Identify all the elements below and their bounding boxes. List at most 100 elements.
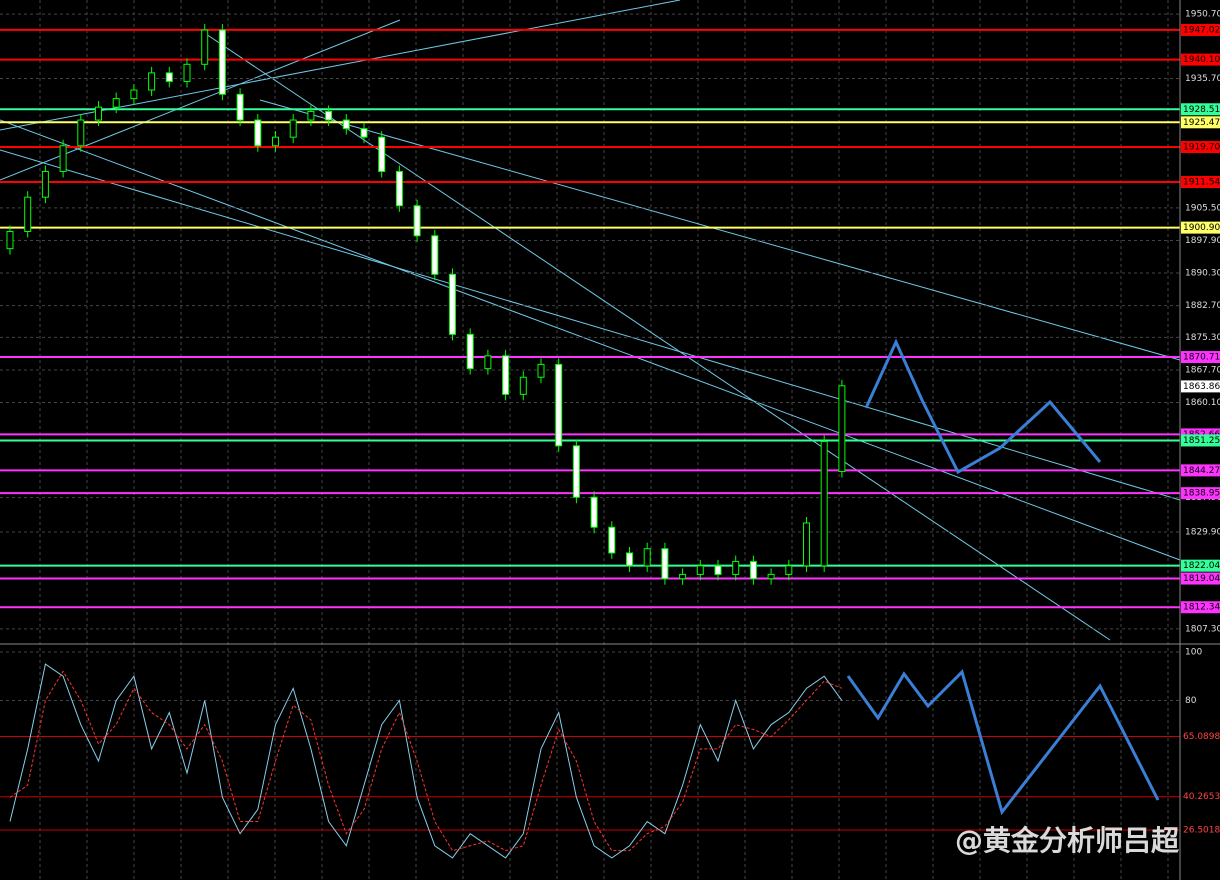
- candle-body: [767, 573, 775, 580]
- candle-body: [148, 72, 156, 91]
- level-tag: [1181, 434, 1220, 447]
- candle-body: [59, 145, 67, 172]
- candle-body: [661, 548, 669, 580]
- candle-body: [41, 170, 49, 198]
- level-tag: [1181, 141, 1220, 154]
- candle-body: [342, 119, 350, 130]
- level-label: 65.0898: [1183, 732, 1220, 742]
- y-tick-label: 1890.30: [1185, 269, 1220, 279]
- y-tick-label: 1905.50: [1185, 203, 1220, 213]
- price-panel: 1950.70 1935.70 1905.50 1897.90 1890.30 1882.…: [0, 10, 1220, 634]
- y-tick-label: 80: [1185, 696, 1197, 706]
- level-label: 1870.71: [1183, 353, 1220, 363]
- candle-body: [732, 561, 740, 575]
- candle-body: [749, 561, 757, 580]
- oscillator-panel: 100 80 65.0898 40.2653 26.5018: [0, 648, 1220, 859]
- level-label: 1838.95: [1183, 489, 1220, 499]
- oscillator-line: [9, 663, 843, 859]
- candle-body: [838, 385, 846, 473]
- level-label: 1812.34: [1183, 603, 1220, 613]
- y-tick-label: 1897.90: [1185, 236, 1220, 246]
- y-tick-label: 1867.70: [1185, 365, 1220, 375]
- level-tag: [1181, 116, 1220, 129]
- candle-body: [24, 196, 32, 232]
- level-label: 40.2653: [1183, 792, 1220, 802]
- y-tick-label: 1875.30: [1185, 333, 1220, 343]
- candle-body: [112, 98, 120, 108]
- watermark: @黄金分析师吕超: [955, 824, 1180, 857]
- candle-body: [679, 573, 687, 580]
- candle-body: [519, 376, 527, 395]
- level-tag: [1181, 572, 1220, 585]
- candle-body: [572, 445, 580, 498]
- level-tag: [1181, 53, 1220, 66]
- candle-body: [236, 93, 244, 121]
- candle-body: [502, 355, 510, 395]
- y-tick-label: 1950.70: [1185, 10, 1220, 20]
- level-label: 1819.04: [1183, 574, 1220, 584]
- forecast-oscillator: [846, 669, 1160, 816]
- candle-body: [201, 29, 209, 65]
- level-label: 1822.04: [1183, 561, 1220, 571]
- candle-body: [714, 565, 722, 575]
- oscillator-line: [9, 670, 843, 852]
- level-tag: [1181, 487, 1220, 500]
- candle-body: [165, 72, 173, 82]
- candle-body: [413, 205, 421, 237]
- candle-body: [130, 89, 138, 100]
- candle-body: [95, 106, 102, 121]
- candle-body: [696, 565, 704, 575]
- candle-body: [608, 526, 616, 554]
- y-tick-label: 1935.70: [1185, 74, 1220, 84]
- level-label: 1911.54: [1183, 178, 1220, 188]
- y-tick-label: 1882.70: [1185, 301, 1220, 311]
- candle-body: [590, 496, 598, 528]
- level-label: 1844.27: [1183, 466, 1220, 476]
- y-tick-label: 100: [1185, 648, 1202, 658]
- level-tag: [1181, 351, 1220, 364]
- candle-body: [378, 136, 386, 172]
- level-tag: [1181, 23, 1220, 36]
- candle-body: [218, 29, 226, 95]
- candle-body: [325, 110, 333, 121]
- candle-body: [307, 110, 315, 121]
- candle-body: [785, 565, 793, 575]
- level-tag: [1181, 176, 1220, 189]
- candle-body: [6, 230, 14, 250]
- candle-body: [272, 136, 279, 147]
- level-label: 1928.51: [1183, 105, 1220, 115]
- candle-body: [555, 363, 563, 447]
- candle-body: [431, 235, 439, 275]
- level-label: 1900.90: [1183, 223, 1220, 233]
- trend-lines: [0, 0, 1181, 641]
- candle-body: [537, 363, 545, 378]
- candle-body: [395, 170, 403, 207]
- level-tag: [1181, 464, 1220, 477]
- level-label: 1919.70: [1183, 143, 1220, 153]
- level-label: 26.5018: [1183, 826, 1220, 836]
- candle-body: [643, 548, 651, 567]
- candle-body: [484, 355, 492, 370]
- candle-body: [449, 273, 456, 335]
- candle-body: [820, 441, 828, 567]
- y-tick-label: 1807.30: [1185, 624, 1220, 634]
- y-tick-label: 1829.90: [1185, 527, 1220, 537]
- forecast-price: [864, 338, 1102, 475]
- level-label: 1851.25: [1183, 436, 1220, 446]
- y-tick-label: 1860.10: [1185, 398, 1220, 408]
- level-label: 1947.02: [1183, 25, 1220, 35]
- candle-body: [77, 119, 85, 147]
- candle-body: [289, 119, 297, 138]
- level-label: 1925.47: [1183, 118, 1220, 128]
- candle-body: [254, 119, 262, 147]
- level-label: 1940.10: [1183, 55, 1220, 65]
- candle-body: [360, 128, 368, 138]
- level-tag: [1181, 103, 1220, 116]
- level-tag: [1181, 221, 1220, 234]
- current-label: 1863.86: [1183, 382, 1220, 392]
- candle-body: [183, 63, 191, 82]
- level-tag: [1181, 559, 1220, 572]
- level-tag: [1181, 601, 1220, 614]
- candle-body: [466, 333, 474, 370]
